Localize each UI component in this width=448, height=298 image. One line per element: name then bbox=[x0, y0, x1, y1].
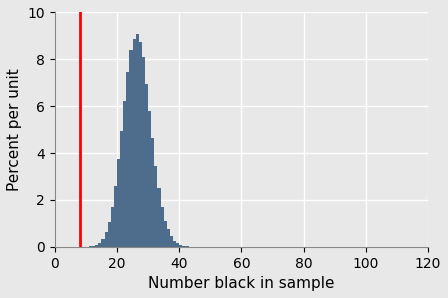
Bar bbox=[179, 245, 182, 247]
Bar bbox=[160, 207, 164, 247]
Bar bbox=[114, 186, 117, 247]
Bar bbox=[157, 187, 160, 247]
Bar bbox=[145, 84, 148, 247]
Bar bbox=[182, 246, 185, 247]
Y-axis label: Percent per unit: Percent per unit bbox=[7, 68, 22, 191]
Bar bbox=[185, 246, 189, 247]
Bar bbox=[167, 229, 170, 247]
Bar bbox=[170, 236, 173, 247]
Bar bbox=[99, 243, 102, 247]
Bar bbox=[139, 42, 142, 247]
Bar bbox=[164, 221, 167, 247]
Bar bbox=[104, 232, 108, 247]
Bar bbox=[133, 39, 136, 247]
Bar bbox=[123, 101, 126, 247]
X-axis label: Number black in sample: Number black in sample bbox=[148, 276, 335, 291]
Bar bbox=[108, 222, 111, 247]
Bar bbox=[142, 57, 145, 247]
Bar bbox=[129, 49, 133, 247]
Bar bbox=[92, 246, 95, 247]
Bar bbox=[148, 111, 151, 247]
Bar bbox=[136, 34, 139, 247]
Bar bbox=[95, 245, 99, 247]
Bar bbox=[89, 246, 92, 247]
Bar bbox=[173, 241, 176, 247]
Bar bbox=[111, 207, 114, 247]
Bar bbox=[126, 72, 129, 247]
Bar bbox=[154, 166, 157, 247]
Bar bbox=[176, 243, 179, 247]
Bar bbox=[117, 159, 120, 247]
Bar bbox=[151, 138, 154, 247]
Bar bbox=[120, 131, 123, 247]
Bar bbox=[102, 239, 104, 247]
